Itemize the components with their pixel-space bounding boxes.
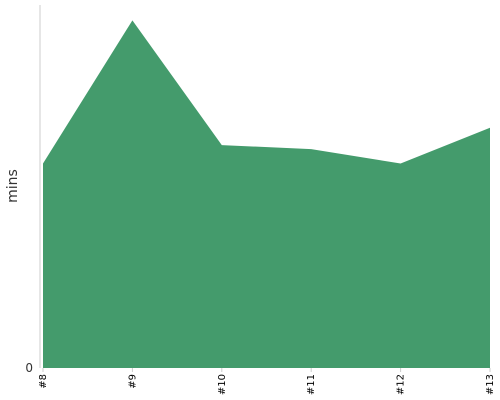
x-tick-label-12: #12 [396, 374, 407, 395]
area-series-layer [43, 20, 490, 369]
x-tick-label-8: #8 [38, 374, 49, 389]
x-tick-label-13: #13 [485, 374, 496, 395]
x-tick-label-9: #9 [127, 374, 138, 389]
y-axis-label: mins [5, 169, 21, 203]
x-tick-label-11: #11 [306, 374, 317, 395]
y-tick-label: 0 [25, 361, 33, 375]
x-axis-ticks: #8 #9 #10 #11 #12 #13 [38, 368, 496, 395]
area-series-0 [43, 20, 490, 369]
x-tick-label-10: #10 [217, 374, 228, 395]
y-axis-ticks: 0 [25, 361, 33, 375]
